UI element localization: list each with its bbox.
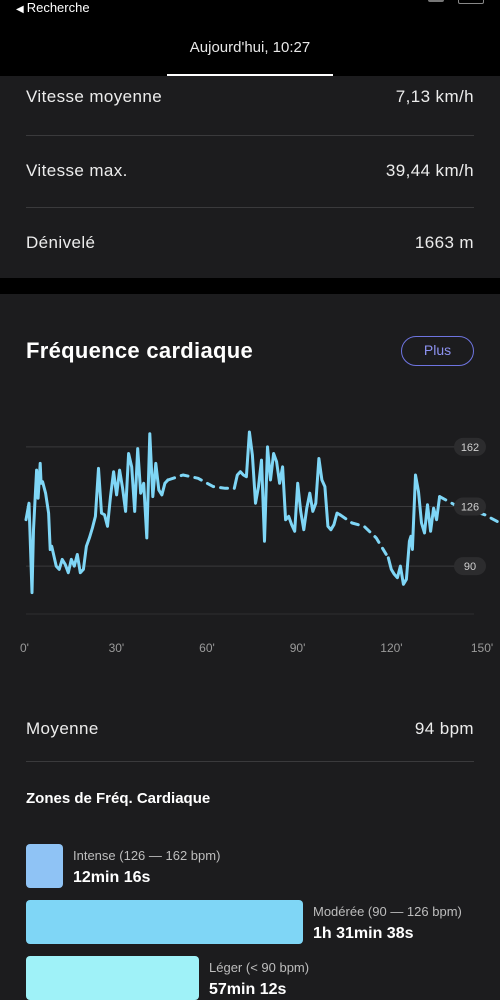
zones-title: Zones de Fréq. Cardiaque	[26, 790, 211, 807]
svg-text:162: 162	[461, 442, 479, 454]
heart-rate-chart: 162 126 90 0' 30' 60' 90' 120' 150'	[20, 430, 500, 655]
hr-series-segment-2	[232, 430, 342, 543]
zone-label: Intense (126 — 162 bpm)	[73, 848, 221, 863]
stat-label: Vitesse max.	[26, 161, 128, 180]
more-button[interactable]: Plus	[401, 336, 474, 366]
stat-value: 7,13 km/h	[395, 87, 474, 106]
x-tick-label: 60'	[199, 641, 215, 655]
battery-icon	[458, 0, 484, 4]
stat-row-elevation: Dénivelé 1663 m	[26, 208, 474, 280]
average-heart-rate-row: Moyenne 94 bpm	[26, 704, 474, 762]
zone-time: 12min 16s	[73, 869, 151, 886]
x-tick-label: 30'	[109, 641, 125, 655]
stat-row-max-speed: Vitesse max. 39,44 km/h	[26, 136, 474, 208]
activity-date-title: Aujourd'hui, 10:27	[189, 39, 311, 56]
hr-series-segment-4	[386, 473, 442, 586]
heart-rate-title: Fréquence cardiaque	[26, 338, 253, 363]
hr-series-segment-0	[24, 432, 170, 595]
back-link[interactable]: ◀ Recherche	[16, 0, 90, 15]
activity-header: Aujourd'hui, 10:27	[0, 24, 500, 76]
svg-text:126: 126	[461, 501, 479, 513]
zone-label: Modérée (90 — 126 bpm)	[313, 904, 462, 919]
back-arrow-icon: ◀	[16, 4, 24, 15]
zone-time: 57min 12s	[209, 981, 287, 998]
zone-time: 1h 31min 38s	[313, 925, 414, 942]
stat-label: Vitesse moyenne	[26, 87, 163, 106]
stat-label: Dénivelé	[26, 233, 96, 252]
header-underline	[167, 74, 333, 76]
zone-bar	[26, 844, 63, 888]
x-tick-label: 90'	[290, 641, 306, 655]
hr-series-segment-3	[338, 513, 390, 560]
stats-card: Vitesse moyenne 7,13 km/h Vitesse max. 3…	[0, 76, 500, 278]
stat-row-average-speed: Vitesse moyenne 7,13 km/h	[26, 64, 474, 136]
average-label: Moyenne	[26, 719, 99, 738]
zone-label: Léger (< 90 bpm)	[209, 960, 310, 975]
x-tick-label: 120'	[380, 641, 402, 655]
y-tick-label: 90	[454, 557, 486, 576]
x-tick-label: 150'	[471, 641, 493, 655]
stat-value: 1663 m	[414, 233, 474, 252]
stat-value: 39,44 km/h	[385, 161, 474, 180]
svg-text:90: 90	[464, 561, 476, 573]
back-label: Recherche	[26, 0, 90, 15]
heart-rate-card: Fréquence cardiaque Plus 162 126 90 0' 30' 60…	[0, 294, 500, 1000]
zone-bar	[26, 956, 199, 1000]
x-tick-label: 0'	[20, 641, 29, 655]
y-tick-label: 126	[454, 497, 486, 516]
hr-series-segment-1	[166, 473, 236, 490]
signal-icon	[428, 0, 444, 2]
status-indicators	[424, 0, 484, 4]
status-bar: ◀ Recherche	[0, 0, 500, 20]
zone-bar	[26, 900, 303, 944]
average-value: 94 bpm	[414, 719, 474, 738]
y-tick-label: 162	[454, 437, 486, 456]
